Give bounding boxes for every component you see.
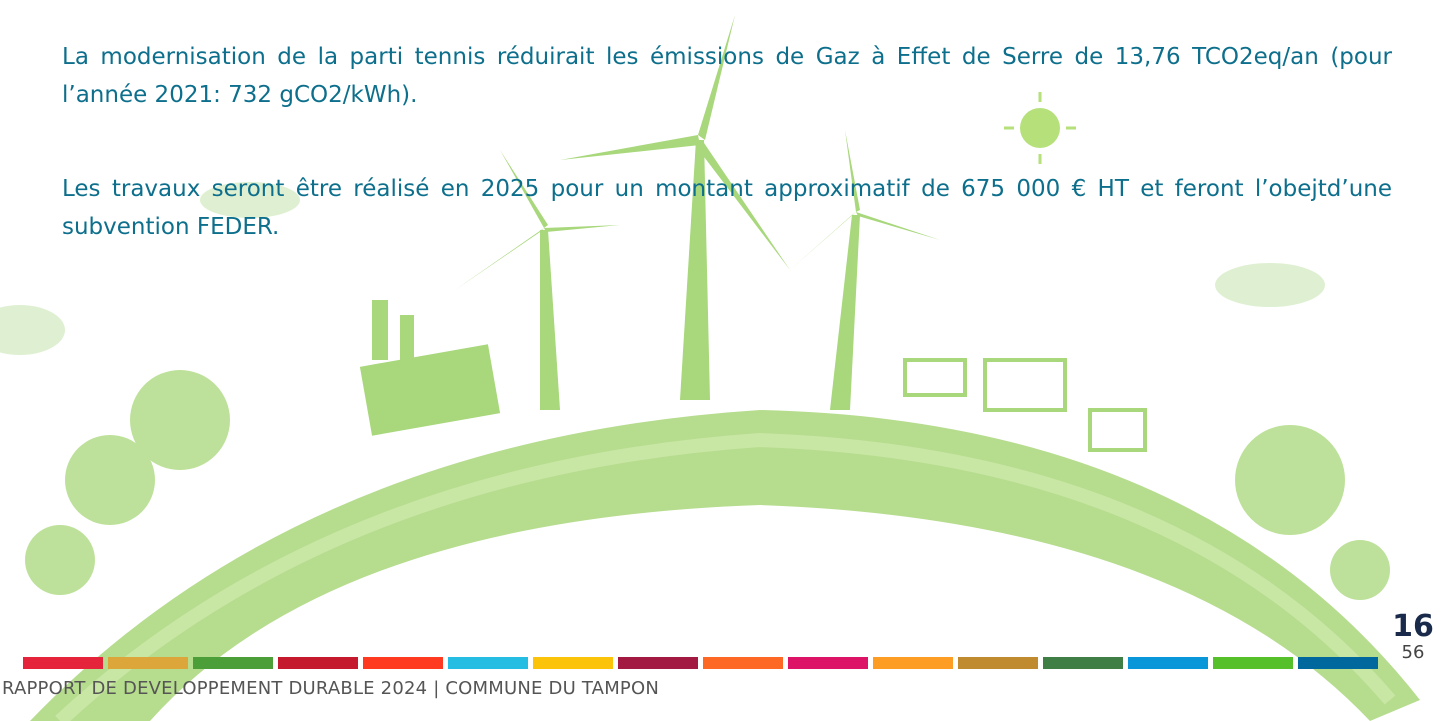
- page: La modernisation de la parti tennis rédu…: [0, 0, 1450, 721]
- page-number: 16: [1388, 612, 1438, 642]
- paragraph: La modernisation de la parti tennis rédu…: [62, 38, 1392, 114]
- footer-text: RAPPORT DE DEVELOPPEMENT DURABLE 2024 | …: [2, 678, 659, 699]
- paragraph: Les travaux seront être réalisé en 2025 …: [62, 170, 1392, 246]
- page-total: 56: [1388, 642, 1438, 663]
